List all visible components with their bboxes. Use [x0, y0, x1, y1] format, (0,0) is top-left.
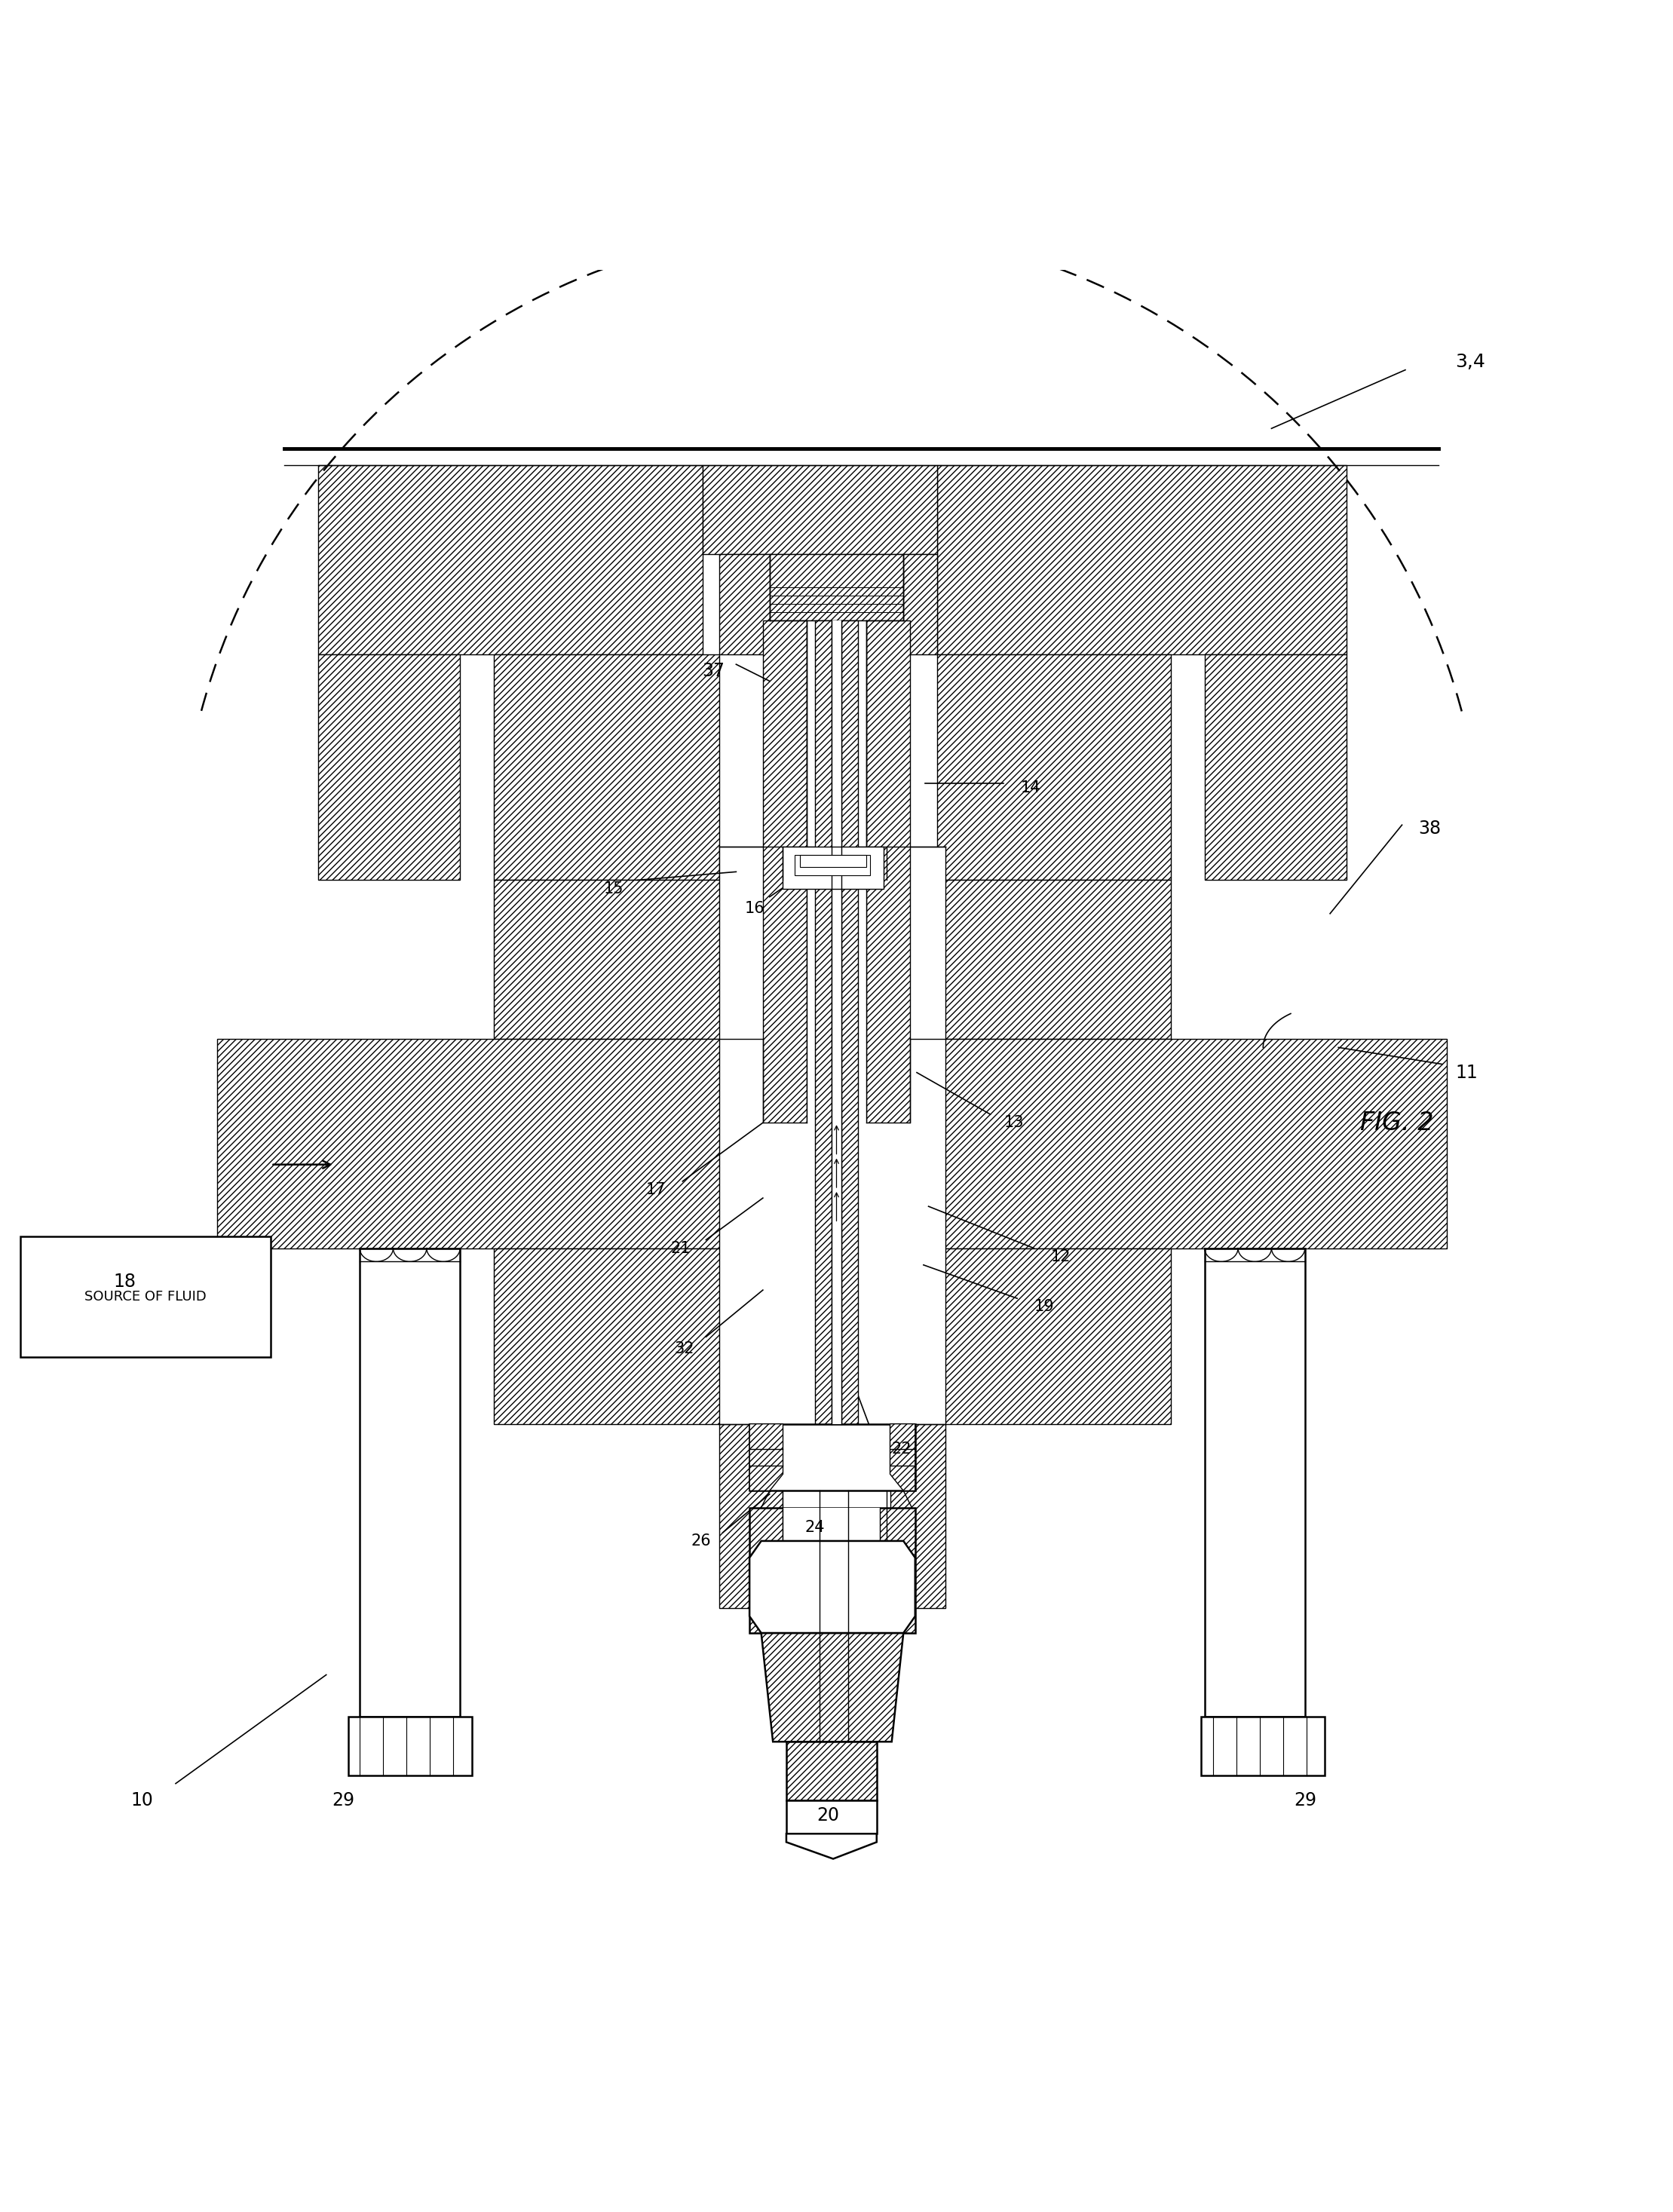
Bar: [360, 1248, 460, 1717]
Bar: [783, 847, 883, 889]
Bar: [719, 847, 945, 880]
Text: 20: 20: [816, 1807, 840, 1825]
Text: 18: 18: [114, 1272, 137, 1292]
Bar: [786, 1741, 877, 1801]
Text: 16: 16: [744, 900, 765, 916]
Text: SOURCE OF FLUID: SOURCE OF FLUID: [85, 1290, 206, 1303]
Text: 19: 19: [1034, 1298, 1054, 1314]
Text: 29: 29: [331, 1792, 355, 1809]
Text: 32: 32: [674, 1340, 694, 1356]
Bar: [806, 622, 867, 1124]
Polygon shape: [318, 465, 703, 655]
Bar: [786, 1801, 877, 1834]
Polygon shape: [719, 553, 770, 655]
Polygon shape: [703, 465, 937, 553]
Polygon shape: [750, 1509, 915, 1632]
Polygon shape: [750, 1425, 783, 1491]
Polygon shape: [937, 655, 1171, 880]
Polygon shape: [890, 1425, 915, 1491]
Bar: [800, 856, 867, 867]
Polygon shape: [719, 1425, 783, 1608]
Bar: [719, 880, 945, 1040]
Polygon shape: [890, 1425, 945, 1608]
Polygon shape: [1205, 655, 1347, 880]
Polygon shape: [815, 622, 831, 1425]
Polygon shape: [494, 1248, 1171, 1425]
Polygon shape: [842, 622, 858, 1425]
Bar: [1205, 1248, 1305, 1717]
Polygon shape: [750, 1425, 915, 1491]
Text: 29: 29: [1293, 1792, 1317, 1809]
Text: 38: 38: [1419, 818, 1442, 838]
Text: 22: 22: [892, 1442, 912, 1455]
Text: 3,4: 3,4: [1456, 352, 1486, 372]
Text: 13: 13: [1004, 1115, 1024, 1130]
Polygon shape: [494, 655, 719, 880]
Polygon shape: [318, 655, 460, 880]
Text: 15: 15: [604, 880, 624, 896]
Polygon shape: [750, 1542, 915, 1632]
Polygon shape: [217, 1040, 1447, 1248]
Text: 12: 12: [1051, 1250, 1071, 1263]
Bar: [783, 1425, 883, 1608]
Bar: [20, 1237, 271, 1356]
Bar: [795, 856, 870, 876]
Text: 24: 24: [805, 1520, 825, 1535]
Text: 11: 11: [1456, 1064, 1477, 1082]
Bar: [348, 1717, 472, 1776]
Text: 14: 14: [1021, 781, 1041, 796]
Polygon shape: [903, 553, 937, 655]
Text: 37: 37: [701, 661, 724, 679]
Bar: [1201, 1717, 1325, 1776]
Text: 21: 21: [671, 1241, 691, 1256]
Text: FIG. 2: FIG. 2: [1360, 1110, 1434, 1135]
Polygon shape: [770, 553, 903, 622]
Polygon shape: [937, 465, 1347, 655]
Polygon shape: [867, 622, 910, 1124]
Polygon shape: [761, 1632, 903, 1741]
Polygon shape: [786, 1834, 877, 1858]
Text: 26: 26: [691, 1533, 711, 1548]
Text: 10: 10: [130, 1792, 154, 1809]
Bar: [719, 1040, 945, 1425]
Polygon shape: [494, 880, 1171, 1040]
Polygon shape: [763, 622, 806, 1124]
Bar: [783, 1509, 880, 1632]
Bar: [831, 622, 842, 1425]
Text: 17: 17: [646, 1181, 666, 1197]
